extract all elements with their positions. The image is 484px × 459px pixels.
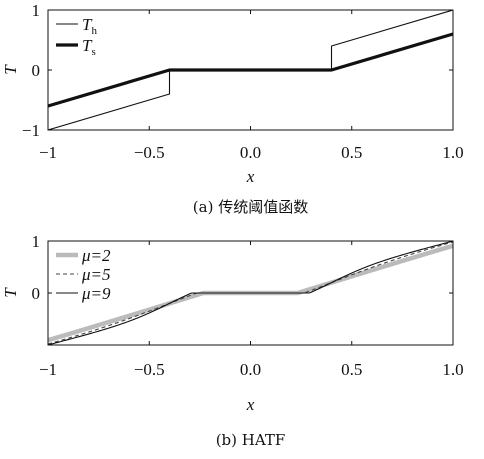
chart-caption: (a) 传统阈值函数 [193, 198, 308, 216]
x-tick-label: 0.0 [240, 143, 261, 162]
legend-label: Ts [82, 36, 96, 58]
y-axis-label: T [1, 64, 20, 75]
chart-2: −1 −0.5 0.0 0.5 1.0 1 0 x T (b) HATF μ=2μ=5μ=9 [1, 232, 464, 449]
x-tick-label: −1 [39, 360, 57, 379]
x-tick-label: −1 [39, 143, 57, 162]
x-tick-label: 1.0 [442, 143, 463, 162]
legend-label: μ=2 [81, 246, 111, 265]
x-tick-label: −0.5 [134, 143, 165, 162]
y-tick-label: −1 [22, 121, 40, 140]
series-line-2 [48, 32, 453, 108]
x-axis-label: x [246, 167, 255, 186]
y-tick-label: 0 [32, 284, 41, 303]
x-axis-label: x [246, 395, 255, 414]
y-tick-label: 0 [32, 61, 41, 80]
legend-label: Th [82, 15, 97, 37]
series-line-3 [48, 241, 453, 345]
x-tick-label: −0.5 [134, 360, 165, 379]
legend-label: μ=9 [81, 284, 111, 303]
legend: μ=2μ=5μ=9 [56, 246, 111, 303]
y-axis-label: T [1, 287, 20, 298]
y-tick-label: 1 [32, 1, 41, 20]
x-tick-label: 1.0 [442, 360, 463, 379]
y-tick-label: 1 [32, 232, 41, 251]
x-tick-label: 0.0 [240, 360, 261, 379]
legend-label: μ=5 [81, 265, 111, 284]
chart-caption: (b) HATF [216, 431, 286, 449]
x-tick-label: 0.5 [341, 360, 362, 379]
x-tick-label: 0.5 [341, 143, 362, 162]
